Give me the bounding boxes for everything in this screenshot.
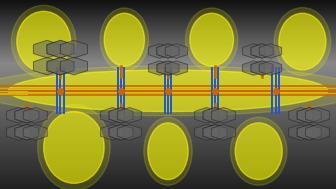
Polygon shape xyxy=(109,125,133,140)
Polygon shape xyxy=(6,108,31,123)
Polygon shape xyxy=(195,108,219,123)
Ellipse shape xyxy=(8,70,328,112)
Polygon shape xyxy=(243,44,265,58)
Polygon shape xyxy=(109,108,133,123)
Polygon shape xyxy=(289,125,313,140)
Polygon shape xyxy=(251,44,273,58)
Polygon shape xyxy=(60,57,87,75)
Polygon shape xyxy=(297,108,321,123)
Polygon shape xyxy=(259,61,282,75)
Polygon shape xyxy=(47,57,74,75)
Polygon shape xyxy=(117,108,141,123)
Polygon shape xyxy=(195,125,219,140)
Polygon shape xyxy=(60,40,87,58)
Polygon shape xyxy=(15,125,39,140)
Polygon shape xyxy=(305,125,330,140)
Polygon shape xyxy=(297,125,321,140)
Ellipse shape xyxy=(100,8,149,71)
Polygon shape xyxy=(289,108,313,123)
Polygon shape xyxy=(243,61,265,75)
Ellipse shape xyxy=(17,11,71,72)
Polygon shape xyxy=(211,125,236,140)
Polygon shape xyxy=(165,44,187,58)
Polygon shape xyxy=(47,40,74,58)
Ellipse shape xyxy=(44,112,104,183)
Polygon shape xyxy=(211,108,236,123)
Ellipse shape xyxy=(274,8,331,76)
Polygon shape xyxy=(259,44,282,58)
Polygon shape xyxy=(6,125,31,140)
Ellipse shape xyxy=(11,5,76,78)
Ellipse shape xyxy=(230,117,287,185)
Ellipse shape xyxy=(190,13,234,66)
Ellipse shape xyxy=(279,13,326,70)
Polygon shape xyxy=(251,61,273,75)
Ellipse shape xyxy=(104,13,144,66)
Ellipse shape xyxy=(148,123,188,180)
Polygon shape xyxy=(305,108,330,123)
Polygon shape xyxy=(149,61,171,75)
Polygon shape xyxy=(23,108,47,123)
Polygon shape xyxy=(34,57,60,75)
Ellipse shape xyxy=(0,66,336,116)
Polygon shape xyxy=(157,61,179,75)
Polygon shape xyxy=(149,44,171,58)
Polygon shape xyxy=(34,40,60,58)
Ellipse shape xyxy=(144,117,192,185)
Polygon shape xyxy=(203,108,227,123)
Polygon shape xyxy=(203,125,227,140)
Polygon shape xyxy=(165,61,187,75)
Ellipse shape xyxy=(185,8,238,71)
Ellipse shape xyxy=(235,123,282,180)
Polygon shape xyxy=(23,125,47,140)
Polygon shape xyxy=(157,44,179,58)
Polygon shape xyxy=(100,125,125,140)
Polygon shape xyxy=(117,125,141,140)
Ellipse shape xyxy=(38,104,110,189)
Polygon shape xyxy=(100,108,125,123)
Polygon shape xyxy=(15,108,39,123)
